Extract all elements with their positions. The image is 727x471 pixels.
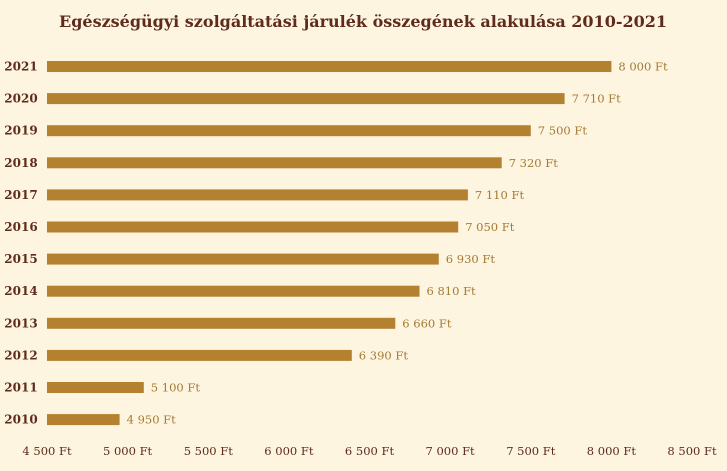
x-tick-label: 8 000 Ft — [587, 444, 637, 458]
data-label: 6 930 Ft — [446, 252, 496, 266]
y-tick-label: 2019 — [4, 124, 37, 138]
data-labels: 8 000 Ft 7 710 Ft 7 500 Ft 7 320 Ft 7 110 Ft… — [127, 60, 668, 427]
bar-2017 — [47, 189, 468, 201]
bar-2021 — [47, 61, 612, 72]
bar-2012 — [47, 349, 352, 361]
bar-2016 — [47, 221, 459, 233]
y-tick-label: 2020 — [4, 92, 37, 106]
x-tick-label: 7 000 Ft — [426, 444, 476, 458]
chart-title: Egészségügyi szolgáltatási járulék össze… — [59, 12, 667, 31]
x-tick-label: 8 500 Ft — [667, 444, 717, 458]
bar-2013 — [47, 317, 396, 329]
y-tick-label: 2011 — [4, 381, 37, 395]
bar-2015 — [47, 253, 439, 265]
data-label: 6 660 Ft — [402, 316, 452, 330]
y-tick-label: 2010 — [4, 413, 37, 427]
bar-2019 — [47, 125, 531, 137]
x-tick-label: 5 500 Ft — [184, 444, 234, 458]
data-label: 7 320 Ft — [509, 156, 559, 170]
y-tick-label: 2014 — [4, 284, 37, 298]
y-tick-label: 2013 — [4, 316, 37, 330]
y-axis-labels: 2021 2020 2019 2018 2017 2016 2015 2014 2013 2012… — [4, 60, 37, 427]
data-label: 4 950 Ft — [127, 413, 177, 427]
y-tick-label: 2017 — [4, 188, 37, 202]
y-tick-label: 2012 — [4, 348, 37, 362]
x-axis-labels: 4 500 Ft 5 000 Ft 5 500 Ft 6 000 Ft 6 500 Ft… — [22, 444, 717, 458]
y-tick-label: 2021 — [4, 60, 37, 74]
data-label: 6 810 Ft — [427, 284, 477, 298]
data-label: 7 050 Ft — [465, 220, 515, 234]
bar-2018 — [47, 157, 502, 169]
data-label: 8 000 Ft — [618, 60, 668, 74]
data-label: 6 390 Ft — [359, 348, 409, 362]
bar-2011 — [47, 382, 144, 393]
bar-2010 — [47, 414, 120, 426]
x-tick-label: 5 000 Ft — [103, 444, 153, 458]
bar-2014 — [47, 285, 420, 297]
x-tick-label: 6 500 Ft — [345, 444, 395, 458]
bar-2020 — [47, 93, 565, 105]
data-label: 5 100 Ft — [151, 381, 201, 395]
x-tick-label: 4 500 Ft — [22, 444, 72, 458]
data-label: 7 500 Ft — [538, 124, 588, 138]
y-tick-label: 2016 — [4, 220, 37, 234]
y-tick-label: 2015 — [4, 252, 37, 266]
bars-group — [47, 61, 612, 426]
y-tick-label: 2018 — [4, 156, 37, 170]
data-label: 7 110 Ft — [475, 188, 525, 202]
x-tick-label: 6 000 Ft — [264, 444, 314, 458]
data-label: 7 710 Ft — [572, 92, 622, 106]
x-tick-label: 7 500 Ft — [506, 444, 556, 458]
